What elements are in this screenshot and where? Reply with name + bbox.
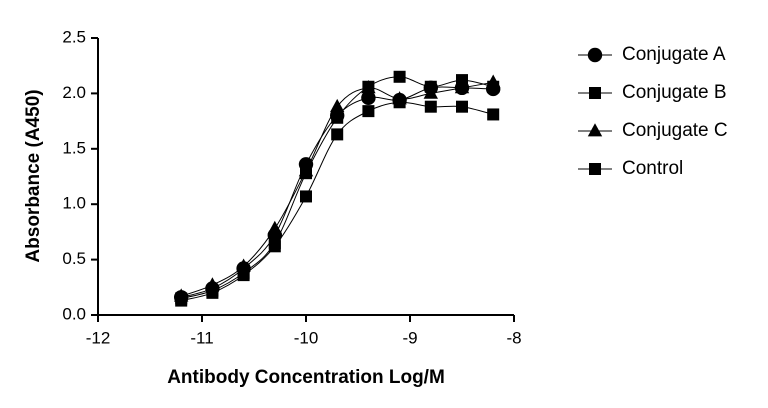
data-point <box>362 105 375 118</box>
y-tick-label: 1.5 <box>62 138 86 157</box>
legend-label: Conjugate A <box>622 44 726 65</box>
y-tick-label: 0.5 <box>62 249 86 268</box>
legend-label: Control <box>622 158 683 179</box>
y-tick-label: 2.5 <box>62 27 86 46</box>
data-point <box>331 111 344 124</box>
data-point <box>361 90 376 106</box>
legend-marker <box>589 87 601 99</box>
data-point <box>330 98 345 113</box>
data-point <box>298 163 314 177</box>
x-tick-label: -9 <box>402 328 417 347</box>
legend-marker <box>587 123 603 137</box>
data-point <box>454 80 470 94</box>
legend-marker <box>589 163 601 175</box>
data-point <box>331 128 344 141</box>
x-tick-label: -8 <box>506 328 521 347</box>
data-point <box>236 258 251 272</box>
data-point <box>423 85 438 99</box>
y-tick-label: 1.0 <box>62 194 86 213</box>
data-point <box>237 269 250 282</box>
legend-label: Conjugate C <box>622 120 728 141</box>
legend-marker <box>587 47 603 63</box>
y-axis-title: Absorbance (A450) <box>23 89 44 262</box>
data-point <box>424 100 437 113</box>
x-tick-label: -10 <box>294 328 319 347</box>
data-point <box>456 100 468 113</box>
data-point <box>268 240 281 253</box>
y-tick-label: 0.0 <box>62 304 86 323</box>
data-point <box>393 96 406 109</box>
data-point <box>487 108 500 121</box>
data-point <box>206 286 219 299</box>
legend-label: Conjugate B <box>622 82 727 103</box>
data-point <box>486 74 501 88</box>
data-point <box>267 220 282 234</box>
data-point <box>175 294 188 307</box>
x-axis-title: Antibody Concentration Log/M <box>167 367 445 388</box>
data-point <box>361 80 376 94</box>
data-point <box>393 70 406 83</box>
y-tick-label: 2.0 <box>62 83 86 102</box>
data-point <box>300 190 312 203</box>
x-tick-label: -11 <box>190 328 213 347</box>
x-tick-label: -12 <box>86 328 111 347</box>
